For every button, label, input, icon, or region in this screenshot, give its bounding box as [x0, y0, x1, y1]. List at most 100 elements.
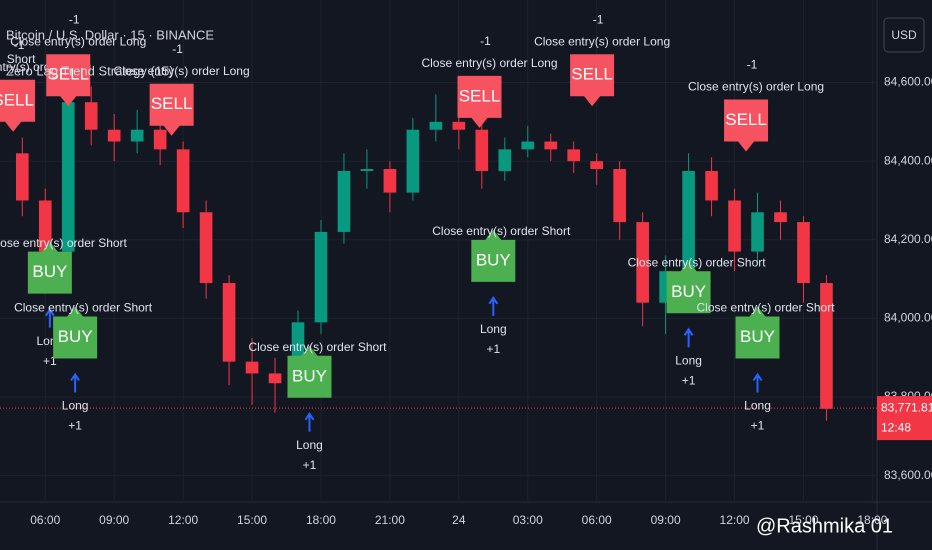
signal-qty: -1: [14, 38, 25, 52]
sell-box: [724, 99, 769, 152]
entry-arrow: [752, 372, 763, 393]
candle-body: [337, 170, 351, 232]
signal-qty: -1: [747, 58, 758, 72]
last-price-label: 83,771.81: [881, 400, 932, 414]
signal-qty: +1: [751, 419, 765, 433]
candle-body: [774, 212, 787, 223]
sell-box: [0, 79, 36, 132]
x-tick-label: 09:00: [651, 513, 681, 527]
strategy-name: Zero Lag Trend Strategy (15): [6, 63, 174, 78]
sell-box: [46, 54, 91, 107]
entry-arrow: [683, 327, 694, 348]
candle-body: [728, 200, 741, 252]
buy-box: [53, 306, 98, 359]
candle-body: [61, 102, 75, 252]
x-tick-label: 12:00: [720, 513, 750, 527]
x-tick-label: 24: [452, 513, 466, 527]
candle-body: [613, 169, 626, 223]
signal-qty: -1: [480, 34, 491, 48]
signal-note: Close entry(s) order Long: [688, 80, 824, 94]
signal-qty: +1: [682, 373, 696, 387]
signal-note: Close entry(s) order Short: [14, 301, 153, 315]
x-tick-label: 15:00: [788, 513, 818, 527]
last-price-box: [877, 396, 932, 441]
buy-box: [471, 229, 516, 282]
candle-body: [383, 169, 397, 193]
currency[interactable]: USD: [891, 28, 917, 42]
candle-body: [797, 222, 810, 284]
sell-label: SELL: [725, 110, 767, 129]
candle-body: [636, 222, 649, 303]
signal-note: Close entry(s) order Short: [432, 224, 571, 238]
x-tick-label: 03:00: [513, 513, 543, 527]
candle-body: [314, 231, 328, 323]
buy-label: BUY: [292, 366, 327, 385]
buy-label: BUY: [476, 250, 511, 269]
entry-arrow: [304, 412, 315, 432]
candle-body: [682, 170, 695, 272]
x-tick-label: 06:00: [582, 513, 612, 527]
signal-qty: -1: [172, 42, 183, 56]
watermark: @Rashmika 01: [756, 515, 893, 537]
sell-box: [570, 54, 615, 107]
y-tick-label: 84,600.00: [884, 75, 932, 89]
x-tick-label: 12:00: [168, 513, 198, 527]
candle-body: [222, 283, 236, 362]
sell-label: SELL: [571, 65, 613, 84]
signal-qty: -1: [69, 12, 80, 26]
grid: [0, 0, 877, 500]
x-tick-label: 09:00: [99, 513, 129, 527]
currency-box[interactable]: [883, 17, 925, 53]
candle-body: [15, 153, 29, 201]
candle-body: [406, 129, 420, 193]
candle-body: [452, 121, 466, 130]
signal-note: Close entry(s) order Short: [697, 301, 836, 315]
candle-body: [176, 149, 190, 213]
signal-note: Close entry(s) order Long: [10, 34, 146, 48]
signal-note: Close entry(s) order Long: [534, 34, 670, 48]
x-tick-label: 21:00: [375, 513, 405, 527]
candle-body: [498, 149, 512, 171]
sell-label: SELL: [47, 65, 89, 84]
sell-box: [149, 83, 194, 136]
signal-entry: Long: [744, 399, 771, 413]
candle-body: [199, 212, 213, 284]
buy-label: BUY: [58, 327, 93, 346]
sell-box: [457, 75, 502, 128]
candle-body: [820, 283, 833, 409]
countdown: 12:48: [881, 420, 911, 434]
buy-label: BUY: [740, 327, 775, 346]
sell-label: SELL: [0, 90, 34, 109]
signal-entry: Long: [480, 322, 507, 336]
candle-body: [84, 102, 98, 130]
buy-box: [287, 345, 332, 398]
candle-body: [429, 121, 443, 130]
candle-body: [153, 129, 167, 150]
candle-body: [521, 141, 535, 150]
entry-arrow: [488, 296, 499, 316]
candle-body: [567, 149, 581, 162]
signal-entry: Long: [62, 399, 89, 413]
plot: [0, 82, 877, 421]
buy-label: BUY: [671, 282, 706, 301]
y-tick-label: 83,600.00: [884, 468, 932, 482]
signal-note: Close entry(s) order Long: [421, 56, 557, 70]
buy-box: [666, 261, 711, 314]
entry-arrow: [45, 307, 55, 328]
sell-label: SELL: [459, 86, 501, 105]
candle-body: [107, 129, 121, 142]
candle-body: [360, 169, 374, 171]
candle-body: [590, 161, 604, 170]
buy-label: BUY: [32, 262, 67, 281]
candle-body: [245, 361, 259, 374]
buy-box: [27, 241, 72, 294]
x-tick-label: 18:00: [306, 513, 336, 527]
chart-title: Bitcoin / U.S. Dollar · 15 · BINANCE: [6, 27, 214, 42]
candle-body: [705, 170, 718, 201]
signal-note: Close entry(s) order Long: [114, 64, 250, 78]
signal-qty: -1: [593, 12, 604, 26]
signal-qty: +1: [68, 419, 82, 433]
